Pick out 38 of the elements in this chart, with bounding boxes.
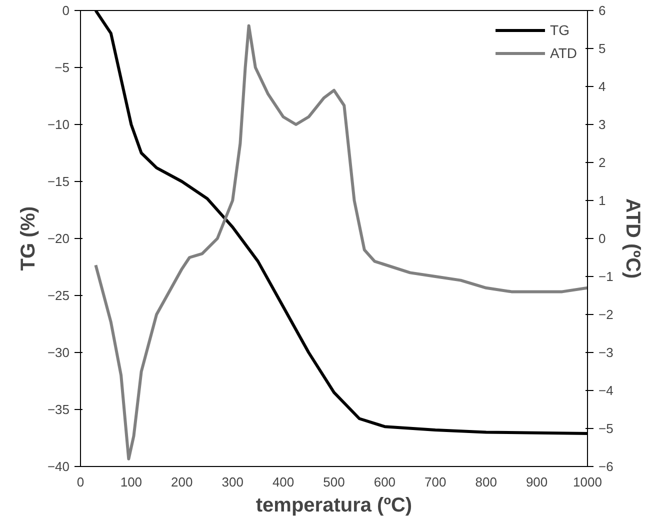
x-tick-label: 100 <box>120 474 142 490</box>
y2-tick-label: 1 <box>598 193 606 208</box>
y2-axis-title: ATD (ºC) <box>621 198 644 279</box>
x-tick-label: 1000 <box>573 474 602 490</box>
y-tick-label: 0 <box>62 3 70 18</box>
y-tick-label: −5 <box>54 60 70 75</box>
x-axis-title: temperatura (ºC) <box>256 494 412 516</box>
x-tick-label: 300 <box>222 474 244 490</box>
legend-label: TG <box>550 22 570 38</box>
y2-tick-label: 2 <box>598 155 606 170</box>
y2-tick-label: −3 <box>598 345 614 360</box>
y2-tick-label: 3 <box>598 117 606 132</box>
y2-tick-label: 5 <box>598 41 606 56</box>
y2-tick-label: −2 <box>598 307 614 322</box>
x-tick-label: 600 <box>374 474 396 490</box>
y-tick-label: −30 <box>47 345 70 360</box>
y2-tick-label: −6 <box>598 459 614 474</box>
y2-tick-label: 0 <box>598 231 606 246</box>
y2-tick-label: −5 <box>598 421 614 436</box>
y-tick-label: −40 <box>47 459 70 474</box>
y2-tick-label: 4 <box>598 79 606 94</box>
y-tick-label: −25 <box>47 288 70 303</box>
x-tick-label: 500 <box>323 474 345 490</box>
y-tick-label: −10 <box>47 117 70 132</box>
x-tick-label: 700 <box>424 474 446 490</box>
legend-label: ATD <box>550 45 577 61</box>
y2-tick-label: −4 <box>598 383 614 398</box>
y2-tick-label: −1 <box>598 269 614 284</box>
y-tick-label: −20 <box>47 231 70 246</box>
x-tick-label: 800 <box>475 474 497 490</box>
y-tick-label: −35 <box>47 402 70 417</box>
y-axis-title: TG (%) <box>17 206 40 271</box>
y2-tick-label: 6 <box>598 3 606 18</box>
x-tick-label: 0 <box>76 474 84 490</box>
x-tick-label: 400 <box>272 474 294 490</box>
y-tick-label: −15 <box>47 174 70 189</box>
x-tick-label: 200 <box>171 474 193 490</box>
x-tick-label: 900 <box>526 474 548 490</box>
